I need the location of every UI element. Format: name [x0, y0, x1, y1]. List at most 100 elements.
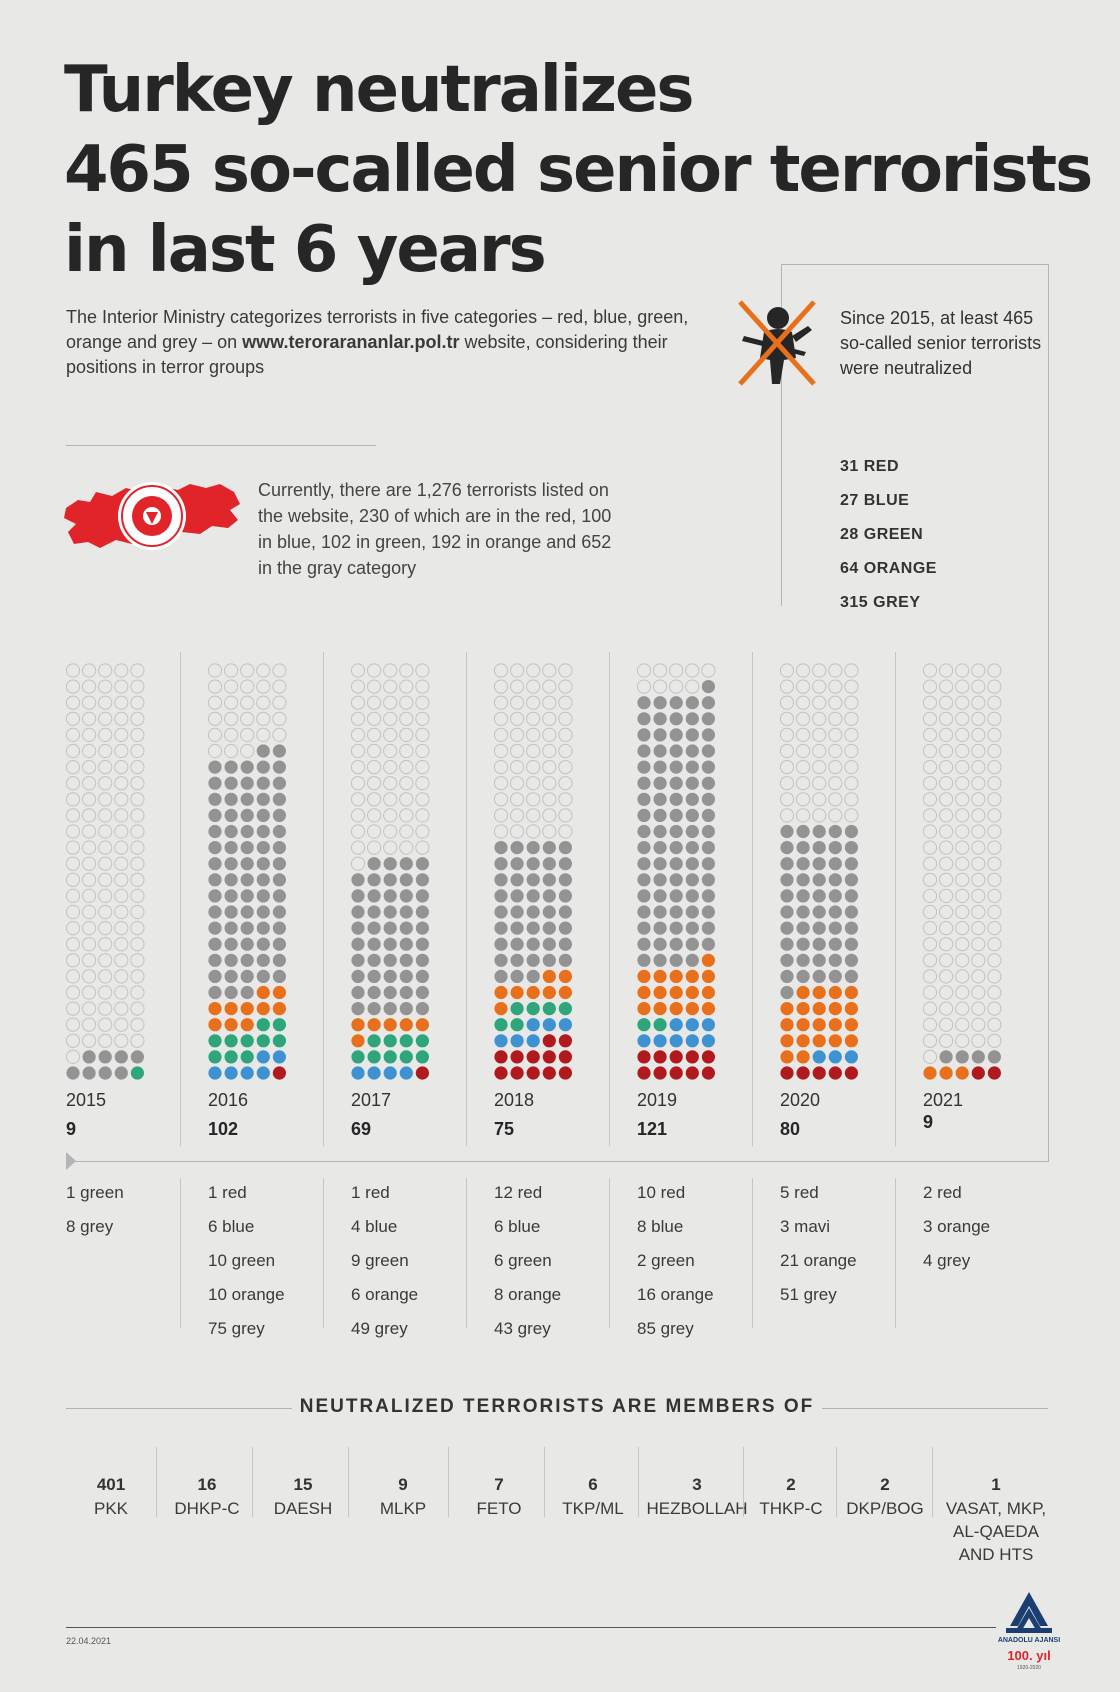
dot-empty	[130, 792, 145, 807]
dot-empty	[130, 904, 145, 920]
dot-empty	[207, 727, 223, 743]
dot-empty	[922, 663, 938, 678]
dot-orange	[701, 985, 716, 1000]
summary-item-green: 28 GREEN	[840, 526, 924, 543]
dot-empty	[844, 695, 859, 710]
dot-grey	[796, 841, 810, 855]
dot-orange	[685, 1002, 699, 1016]
dot-empty	[350, 711, 366, 726]
dot-grey	[208, 776, 222, 790]
column-separator	[466, 1178, 467, 1328]
timeline-arrow-icon	[66, 1152, 76, 1170]
dot-grey	[224, 792, 238, 806]
dot-orange	[796, 1034, 810, 1048]
dot-empty	[98, 727, 113, 743]
title-line: Turkey neutralizes	[64, 53, 695, 127]
member-separator	[544, 1447, 545, 1517]
dot-empty	[65, 888, 81, 904]
dot-empty	[922, 760, 938, 775]
dot-empty	[114, 663, 129, 678]
dot-empty	[82, 808, 97, 823]
dot-grey	[701, 792, 716, 806]
dot-empty	[98, 743, 113, 759]
dot-grey	[351, 873, 365, 887]
dot-empty	[114, 953, 129, 968]
breakdown-item: 1 green	[66, 1183, 124, 1202]
dot-grey	[796, 953, 810, 967]
dot-green	[272, 1034, 286, 1048]
dot-empty	[114, 743, 129, 759]
dot-orange	[828, 1034, 842, 1048]
year-dot-column	[636, 663, 716, 1080]
dot-grey	[653, 808, 667, 823]
dot-empty	[955, 824, 970, 839]
dot-empty	[558, 824, 573, 839]
dot-empty	[98, 985, 113, 1000]
anniversary-years: 1920-2020	[1017, 1665, 1041, 1671]
year-total: 9	[923, 1112, 934, 1132]
dot-red	[637, 1050, 651, 1064]
dot-empty	[256, 711, 271, 726]
dot-grey	[240, 841, 254, 855]
dot-empty	[82, 953, 97, 968]
dot-orange	[542, 969, 556, 984]
dot-empty	[971, 776, 986, 791]
dot-empty	[224, 711, 239, 726]
dot-grey	[558, 873, 573, 887]
dot-empty	[558, 776, 573, 791]
dot-red	[558, 1050, 573, 1064]
dot-grey	[66, 1066, 80, 1080]
dot-empty	[955, 727, 970, 743]
dot-empty	[939, 808, 954, 823]
dot-empty	[939, 711, 954, 726]
dot-empty	[939, 888, 954, 904]
member-separator	[836, 1447, 837, 1517]
dot-empty	[256, 679, 271, 694]
member-count: 401	[96, 1475, 126, 1494]
dot-empty	[828, 808, 843, 823]
dot-grey	[367, 873, 381, 887]
dot-empty	[779, 695, 795, 710]
dot-empty	[987, 695, 1002, 710]
dot-orange	[208, 1018, 222, 1032]
dot-empty	[844, 808, 859, 823]
dot-empty	[669, 663, 684, 678]
dot-empty	[509, 711, 525, 726]
dot-grey	[351, 1002, 365, 1016]
column-separator	[895, 1178, 896, 1328]
dot-red	[653, 1066, 667, 1080]
dot-grey	[780, 985, 794, 1000]
dot-orange	[955, 1066, 969, 1080]
dot-grey	[780, 841, 794, 855]
dot-empty	[971, 792, 986, 807]
dot-empty	[939, 695, 954, 710]
dot-blue	[653, 1034, 667, 1048]
dot-orange	[780, 1050, 794, 1064]
dot-grey	[542, 953, 556, 967]
member-group: 15 DAESH	[258, 1447, 348, 1567]
dot-empty	[114, 727, 129, 743]
dot-grey	[685, 873, 699, 887]
dot-empty	[98, 904, 113, 920]
column-separator	[609, 1178, 610, 1328]
dot-grey	[637, 953, 651, 967]
dot-empty	[955, 985, 970, 1000]
dot-empty	[987, 856, 1002, 871]
dot-grey	[637, 792, 651, 806]
dot-grey	[637, 889, 651, 903]
dot-empty	[779, 727, 795, 743]
dot-empty	[65, 953, 81, 968]
dot-grey	[367, 921, 381, 935]
dot-grey	[240, 889, 254, 903]
dot-empty	[542, 760, 557, 775]
dot-green	[653, 1018, 667, 1032]
dot-empty	[65, 760, 81, 775]
dot-grey	[685, 889, 699, 903]
dot-empty	[987, 663, 1002, 678]
dot-empty	[828, 760, 843, 775]
dot-empty	[130, 727, 145, 743]
dot-empty	[98, 921, 113, 936]
dot-grey	[208, 760, 222, 774]
dot-empty	[828, 695, 843, 710]
